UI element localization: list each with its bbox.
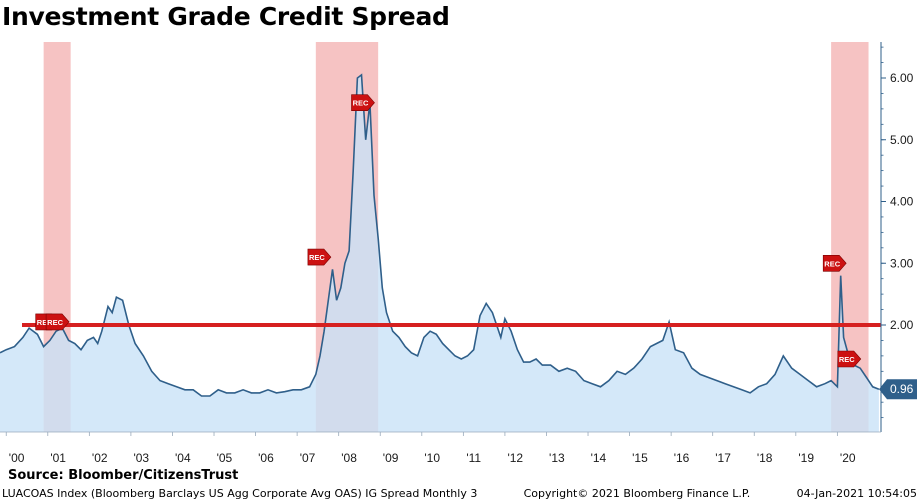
x-tick-label-13: '13 (549, 451, 565, 465)
rec-marker-4: REC (822, 255, 847, 272)
rec-marker-label: REC (37, 318, 53, 327)
y-tick-label-4: 6.00 (890, 71, 914, 85)
x-tick-label-15: '15 (632, 451, 648, 465)
x-tick-label-3: '03 (133, 451, 149, 465)
x-tick-label-10: '10 (424, 451, 440, 465)
x-tick-label-19: '19 (798, 451, 814, 465)
spread-line (0, 73, 880, 397)
copyright: Copyright© 2021 Bloomberg Finance L.P. (523, 487, 751, 500)
spread-area (0, 74, 879, 433)
source-note: Source: Bloomber/CitizensTrust (8, 468, 239, 483)
chart-title: Investment Grade Credit Spread (2, 2, 450, 31)
timestamp: 04-Jan-2021 10:54:05 (796, 487, 917, 500)
x-tick-label-4: '04 (175, 451, 191, 465)
rec-marker-5: REC (837, 350, 862, 368)
x-tick-label-17: '17 (715, 451, 731, 465)
rec-marker-3: REC (351, 94, 375, 111)
rec-marker-1: REC (45, 313, 70, 331)
rec-marker-label: REC (353, 99, 369, 108)
x-tick-label-5: '05 (217, 451, 233, 465)
y-tick-label-3: 5.00 (890, 133, 914, 147)
x-tick-label-20: '20 (840, 451, 856, 465)
x-tick-label-18: '18 (757, 451, 773, 465)
y-tick-label-0: 2.00 (890, 318, 914, 332)
index-description: LUACOAS Index (Bloomberg Barclays US Agg… (2, 487, 478, 500)
x-axis: '00 '01 '02 '03 '04 '05 '06 '07 '08 '09 '10 '11 '12 '… (0, 431, 881, 465)
x-tick-label-14: '14 (591, 451, 607, 465)
x-tick-label-16: '16 (674, 451, 690, 465)
rec-marker-label: REC (47, 318, 63, 327)
rec-marker-2: REC (307, 248, 332, 266)
footer: LUACOAS Index (Bloomberg Barclays US Agg… (2, 487, 917, 500)
x-tick-label-1: '01 (50, 451, 66, 465)
x-tick-label-0: '00 (9, 451, 25, 465)
x-tick-label-9: '09 (383, 451, 399, 465)
x-tick-label-7: '07 (300, 451, 316, 465)
y-tick-label-2: 4.00 (890, 195, 914, 209)
y-tick-label-1: 3.00 (890, 256, 914, 270)
rec-marker-label: REC (839, 355, 855, 364)
x-tick-label-6: '06 (258, 451, 274, 465)
rec-marker-label: REC (309, 253, 325, 262)
x-tick-label-2: '02 (92, 451, 108, 465)
x-tick-label-8: '08 (341, 451, 357, 465)
y-axis: 2.00 3.00 4.00 5.00 6.00 0.96 (879, 42, 917, 432)
last-value-label: 0.96 (879, 379, 917, 400)
x-tick-label-11: '11 (466, 451, 481, 465)
x-tick-label-12: '12 (507, 451, 523, 465)
last-value-text: 0.96 (890, 382, 914, 396)
rec-marker-label: REC (824, 259, 840, 268)
area-layer (0, 73, 880, 433)
